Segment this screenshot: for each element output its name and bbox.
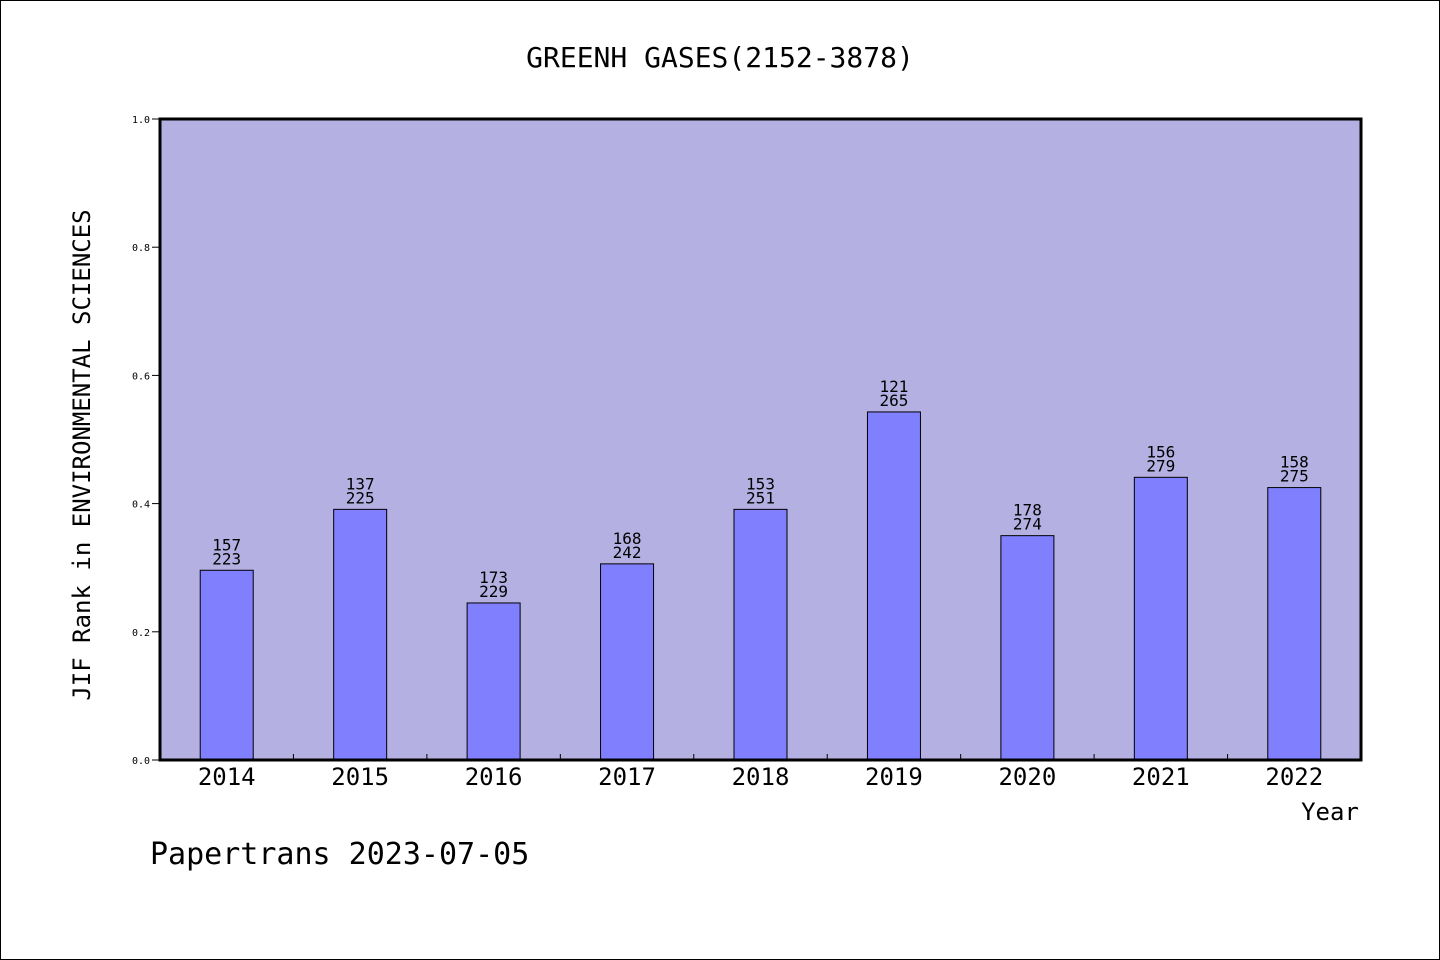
bar-label-top-2015: 137	[346, 474, 375, 493]
x-tick-label-2020: 2020	[998, 763, 1056, 791]
bar-label-bottom-2014: 223	[212, 549, 241, 568]
bar-2014	[199, 569, 254, 761]
x-tick-label-2021: 2021	[1132, 763, 1190, 791]
y-tick-label: 0.8	[132, 243, 150, 254]
bar-2022	[1267, 487, 1322, 761]
bar-label-top-2021: 156	[1146, 442, 1175, 461]
x-tick-label-2017: 2017	[598, 763, 656, 791]
chart-title: GREENH GASES(2152-3878)	[526, 41, 914, 74]
y-axis: 0.0 0.2 0.4 0.6 0.8 1.0	[132, 115, 160, 767]
y-axis-label: JIF Rank in ENVIRONMENTAL SCIENCES	[68, 209, 96, 700]
bar-label-bottom-2018: 251	[746, 488, 775, 507]
bar-2020	[1000, 535, 1055, 761]
bar-2016	[466, 602, 521, 761]
x-tick-label-2022: 2022	[1265, 763, 1323, 791]
y-tick-label: 0.0	[132, 756, 150, 767]
footer-text: Papertrans 2023-07-05	[150, 837, 529, 872]
bar-label-bottom-2021: 279	[1146, 456, 1175, 475]
bar-label-top-2016: 173	[479, 568, 508, 587]
bar-2021	[1133, 476, 1188, 761]
bar-label-bottom-2015: 225	[346, 488, 375, 507]
x-axis-label: Year	[1301, 798, 1359, 826]
y-tick-label: 0.4	[132, 500, 150, 511]
bars-layer: 1572231372251732291682421532511212651782…	[199, 377, 1322, 761]
bar-label-top-2022: 158	[1280, 453, 1309, 472]
plot-border	[158, 117, 1363, 762]
bar-label-top-2019: 121	[879, 377, 908, 396]
bar-label-bottom-2016: 229	[479, 582, 508, 601]
y-tick-label: 0.2	[132, 628, 150, 639]
bar-2019	[866, 411, 921, 761]
bar-label-bottom-2022: 275	[1280, 467, 1309, 486]
bar-label-bottom-2019: 265	[879, 391, 908, 410]
bar-2015	[333, 508, 388, 761]
bar-label-top-2014: 157	[212, 535, 241, 554]
x-tick-label-2018: 2018	[732, 763, 790, 791]
bar-label-top-2018: 153	[746, 474, 775, 493]
bar-label-bottom-2017: 242	[613, 543, 642, 562]
y-tick-label: 0.6	[132, 371, 150, 382]
x-tick-label-2019: 2019	[865, 763, 923, 791]
bar-label-bottom-2020: 274	[1013, 515, 1042, 534]
bar-label-top-2017: 168	[613, 529, 642, 548]
y-tick-label: 1.0	[132, 115, 150, 126]
bar-2018	[733, 508, 788, 761]
x-tick-label-2014: 2014	[198, 763, 256, 791]
x-tick-label-2016: 2016	[465, 763, 523, 791]
bar-label-top-2020: 178	[1013, 501, 1042, 520]
bar-2017	[600, 563, 655, 761]
x-tick-label-2015: 2015	[331, 763, 389, 791]
x-axis: 2014 2015 2016 2017 2018 2019 2020 2021 2022	[198, 754, 1323, 791]
